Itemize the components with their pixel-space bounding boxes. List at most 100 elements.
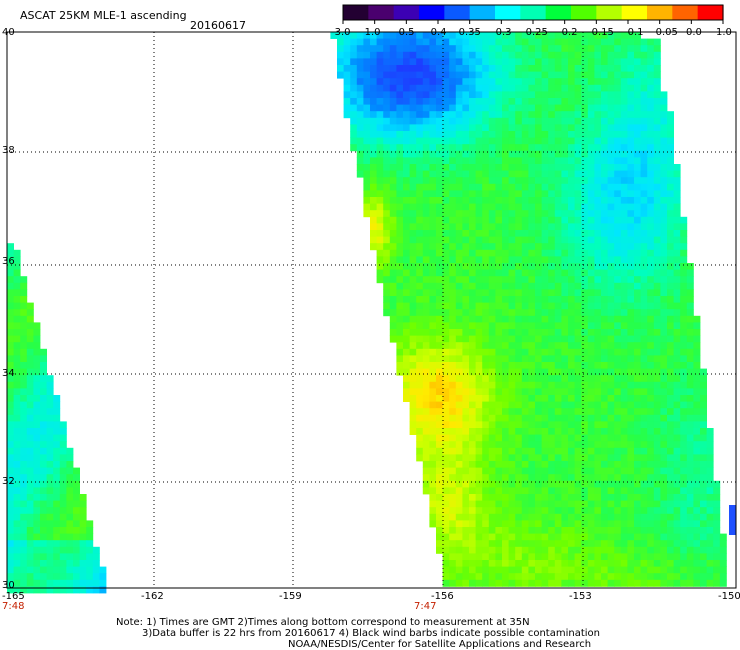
swath-cell <box>535 309 542 317</box>
swath-cell <box>627 315 635 323</box>
swath-cell <box>594 170 602 178</box>
swath-cell <box>700 401 707 409</box>
swath-cell <box>462 375 470 383</box>
swath-cell <box>634 322 641 330</box>
colorbar-swatch <box>393 5 420 20</box>
swath-cell <box>614 117 622 125</box>
swath-cell <box>594 579 602 587</box>
swath-cell <box>521 164 529 171</box>
swath-cell <box>528 546 536 554</box>
swath-cell <box>469 177 476 185</box>
swath-cell <box>693 546 701 554</box>
swath-cell <box>627 553 635 561</box>
swath-cell <box>422 329 430 336</box>
swath-cell <box>607 487 615 495</box>
swath-cell <box>660 487 668 495</box>
swath-cell <box>568 573 575 581</box>
swath-cell <box>548 117 556 125</box>
swath-cell <box>383 177 391 185</box>
swath-cell <box>99 579 107 587</box>
swath-cell <box>59 494 67 501</box>
swath-cell <box>508 51 516 59</box>
swath-cell <box>601 480 608 488</box>
footer-note-line2: 3)Data buffer is 22 hrs from 20160617 4)… <box>142 628 600 639</box>
swath-cell <box>389 71 397 79</box>
swath-cell <box>713 540 721 548</box>
swath-cell <box>508 104 516 112</box>
swath-cell <box>515 302 523 310</box>
swath-cell <box>462 546 470 554</box>
swath-cell <box>627 421 635 429</box>
swath-cell <box>449 157 457 165</box>
swath-cell <box>26 494 34 501</box>
swath-cell <box>653 38 661 46</box>
swath-cell <box>574 454 582 462</box>
swath-cell <box>581 51 589 59</box>
swath-cell <box>561 388 569 396</box>
swath-cell <box>554 368 562 376</box>
swath-cell <box>541 421 549 429</box>
swath-cell <box>469 98 476 105</box>
swath-cell <box>574 441 582 449</box>
swath-cell <box>620 78 628 86</box>
swath-cell <box>26 566 34 574</box>
swath-cell <box>660 546 668 554</box>
swath-cell <box>673 573 681 581</box>
swath-cell <box>363 177 371 185</box>
swath-cell <box>673 408 681 416</box>
swath-cell <box>495 527 503 534</box>
swath-cell <box>396 111 404 119</box>
swath-cell <box>640 355 648 363</box>
swath-cell <box>614 65 622 72</box>
swath-cell <box>561 533 569 541</box>
swath-cell <box>581 183 589 191</box>
swath-cell <box>528 84 536 92</box>
swath-cell <box>482 216 490 224</box>
swath-cell <box>535 117 542 125</box>
swath-cell <box>568 434 575 442</box>
swath-cell <box>396 91 404 99</box>
swath-cell <box>429 368 437 376</box>
swath-cell <box>548 177 556 185</box>
swath-cell <box>521 566 529 574</box>
swath-cell <box>26 527 34 534</box>
swath-cell <box>7 296 14 303</box>
swath-cell <box>680 441 688 449</box>
swath-cell <box>521 45 529 53</box>
swath-cell <box>620 579 628 587</box>
swath-cell <box>568 131 575 138</box>
swath-cell <box>59 586 67 594</box>
swath-cell <box>587 177 595 185</box>
swath-cell <box>7 421 14 429</box>
swath-cell <box>574 553 582 561</box>
swath-cell <box>548 414 556 422</box>
swath-cell <box>548 388 556 396</box>
swath-cell <box>706 553 714 561</box>
swath-cell <box>528 441 536 449</box>
swath-cell <box>429 216 437 224</box>
swath-cell <box>482 474 490 482</box>
swath-cell <box>515 560 523 567</box>
swath-cell <box>620 368 628 376</box>
swath-cell <box>515 137 523 145</box>
swath-cell <box>429 388 437 396</box>
swath-cell <box>475 243 483 251</box>
swath-cell <box>528 421 536 429</box>
swath-cell <box>20 348 28 356</box>
swath-cell <box>548 513 556 521</box>
swath-cell <box>515 421 523 429</box>
swath-cell <box>634 487 641 495</box>
swath-cell <box>607 434 615 442</box>
swath-cell <box>653 381 661 389</box>
swath-cell <box>422 467 430 475</box>
plot-date: 20160617 <box>190 19 246 32</box>
swath-cell <box>581 480 589 488</box>
swath-cell <box>502 395 509 402</box>
swath-cell <box>396 355 404 363</box>
swath-cell <box>508 197 516 204</box>
swath-cell <box>469 500 476 508</box>
swath-cell <box>594 190 602 198</box>
swath-cell <box>607 368 615 376</box>
swath-cell <box>627 375 635 383</box>
swath-cell <box>46 461 54 468</box>
